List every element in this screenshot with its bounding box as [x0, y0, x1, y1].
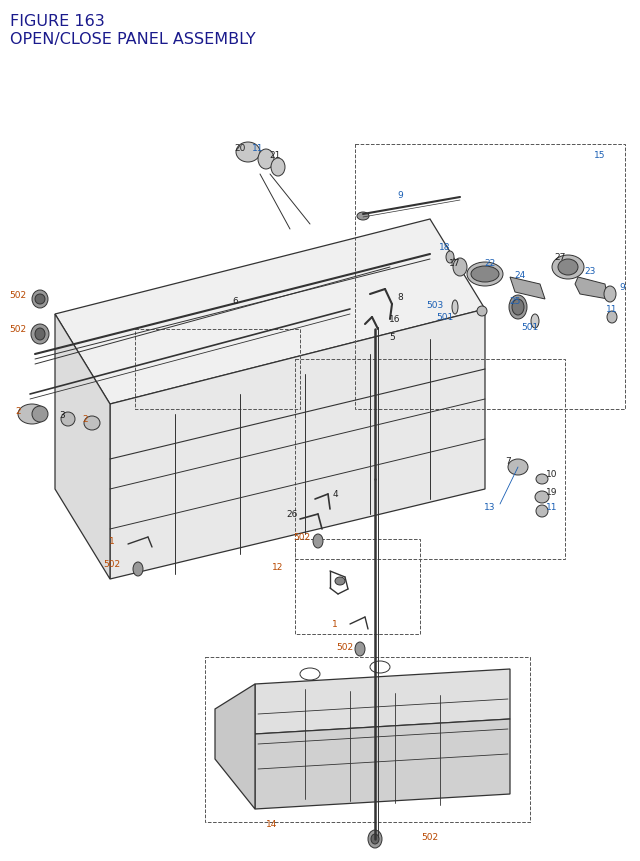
Ellipse shape — [536, 505, 548, 517]
Text: 3: 3 — [59, 410, 65, 419]
Ellipse shape — [35, 294, 45, 305]
Polygon shape — [110, 310, 485, 579]
Text: 502: 502 — [337, 643, 353, 652]
Polygon shape — [215, 684, 255, 809]
Ellipse shape — [607, 312, 617, 324]
Text: 502: 502 — [293, 533, 310, 542]
Ellipse shape — [31, 325, 49, 344]
Ellipse shape — [335, 578, 345, 585]
Ellipse shape — [313, 535, 323, 548]
Ellipse shape — [370, 661, 390, 673]
Polygon shape — [55, 314, 110, 579]
Bar — [355, 145, 625, 410]
Text: 11: 11 — [547, 503, 557, 512]
Polygon shape — [575, 278, 608, 300]
Text: 22: 22 — [484, 258, 495, 267]
Ellipse shape — [357, 213, 369, 220]
Bar — [205, 657, 530, 822]
Ellipse shape — [61, 412, 75, 426]
Ellipse shape — [509, 295, 527, 319]
Text: 502: 502 — [10, 325, 27, 334]
Text: 12: 12 — [272, 563, 284, 572]
Text: 7: 7 — [505, 457, 511, 466]
Ellipse shape — [604, 287, 616, 303]
Text: 5: 5 — [389, 333, 395, 342]
Ellipse shape — [535, 492, 549, 504]
Ellipse shape — [32, 291, 48, 308]
Ellipse shape — [258, 150, 274, 170]
Text: 8: 8 — [397, 293, 403, 302]
Ellipse shape — [508, 460, 528, 475]
Ellipse shape — [477, 307, 487, 317]
Ellipse shape — [35, 329, 45, 341]
Polygon shape — [255, 719, 510, 809]
Text: 25: 25 — [509, 297, 521, 307]
Ellipse shape — [368, 830, 382, 848]
Text: 501: 501 — [436, 313, 454, 322]
Ellipse shape — [84, 417, 100, 430]
Ellipse shape — [371, 834, 379, 844]
Polygon shape — [55, 220, 485, 405]
Text: 501: 501 — [522, 323, 539, 332]
Text: FIGURE 163: FIGURE 163 — [10, 14, 105, 29]
Ellipse shape — [32, 406, 48, 423]
Ellipse shape — [558, 260, 578, 276]
Text: 15: 15 — [595, 151, 605, 159]
Text: 20: 20 — [234, 143, 246, 152]
Bar — [135, 330, 300, 410]
Ellipse shape — [446, 251, 454, 263]
Text: 10: 10 — [547, 470, 557, 479]
Bar — [295, 360, 565, 560]
Ellipse shape — [467, 263, 503, 287]
Ellipse shape — [452, 300, 458, 314]
Text: 21: 21 — [269, 151, 281, 159]
Bar — [295, 539, 420, 635]
Ellipse shape — [531, 314, 539, 329]
Ellipse shape — [355, 642, 365, 656]
Ellipse shape — [552, 256, 584, 280]
Ellipse shape — [512, 300, 524, 316]
Text: 4: 4 — [332, 490, 338, 499]
Text: 14: 14 — [266, 820, 278, 828]
Text: 502: 502 — [421, 833, 438, 841]
Text: 24: 24 — [515, 270, 525, 279]
Text: 11: 11 — [252, 143, 264, 152]
Text: 6: 6 — [232, 297, 238, 307]
Ellipse shape — [236, 143, 260, 163]
Ellipse shape — [536, 474, 548, 485]
Text: 1: 1 — [109, 537, 115, 546]
Text: 9: 9 — [397, 190, 403, 199]
Text: 2: 2 — [15, 407, 21, 416]
Ellipse shape — [471, 267, 499, 282]
Text: OPEN/CLOSE PANEL ASSEMBLY: OPEN/CLOSE PANEL ASSEMBLY — [10, 32, 255, 47]
Text: 503: 503 — [426, 300, 444, 309]
Text: 502: 502 — [10, 290, 27, 299]
Text: 11: 11 — [606, 305, 618, 314]
Text: 23: 23 — [584, 267, 596, 276]
Text: 9: 9 — [619, 283, 625, 292]
Text: 2: 2 — [82, 415, 88, 424]
Text: 26: 26 — [286, 510, 298, 519]
Ellipse shape — [18, 405, 46, 424]
Text: 13: 13 — [484, 503, 496, 512]
Text: 16: 16 — [389, 315, 401, 324]
Ellipse shape — [271, 158, 285, 177]
Text: 502: 502 — [104, 560, 120, 569]
Ellipse shape — [133, 562, 143, 576]
Text: 27: 27 — [554, 253, 566, 263]
Text: 18: 18 — [439, 243, 451, 252]
Polygon shape — [255, 669, 510, 734]
Text: 17: 17 — [449, 258, 461, 267]
Text: 1: 1 — [332, 620, 338, 629]
Polygon shape — [510, 278, 545, 300]
Ellipse shape — [300, 668, 320, 680]
Text: 19: 19 — [547, 488, 557, 497]
Ellipse shape — [453, 258, 467, 276]
